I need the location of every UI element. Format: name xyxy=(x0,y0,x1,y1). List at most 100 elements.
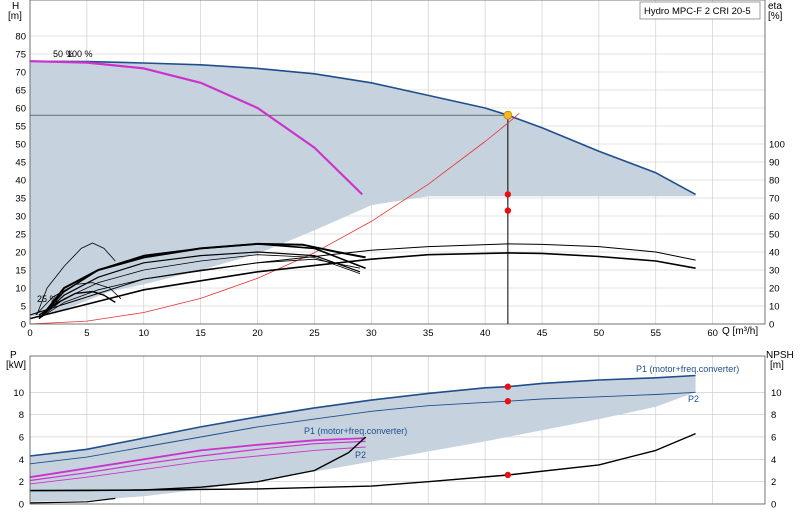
x-tick-label: 5 xyxy=(84,328,89,339)
x-tick-label: 25 xyxy=(309,328,320,339)
speed-label-50: 50 % xyxy=(53,49,74,59)
npsh-axis-unit: [m] xyxy=(770,360,784,371)
h-tick-label: 55 xyxy=(15,122,26,133)
x-tick-label: 30 xyxy=(366,328,377,339)
h-axis-label: H xyxy=(12,1,19,12)
h-tick-label: 10 xyxy=(15,284,26,295)
h-tick-label: 0 xyxy=(21,320,26,331)
eta-tick-label: 20 xyxy=(769,284,780,295)
p-tick-label: 2 xyxy=(19,477,24,488)
top-series-line-1 xyxy=(29,60,363,196)
p1-label: P1 (motor+freq.converter) xyxy=(636,364,739,374)
q-axis-label: Q [m³/h] xyxy=(722,326,758,337)
h-tick-label: 45 xyxy=(15,158,26,169)
eta-point-marker xyxy=(504,191,512,198)
speed-label-100: 100 % xyxy=(67,49,93,59)
duty-point-marker xyxy=(503,110,513,120)
p1-small-label: P1 (motor+freq.converter) xyxy=(304,426,407,436)
head-envelope-area xyxy=(30,61,696,317)
eta-tick-label: 90 xyxy=(769,158,780,169)
bottom-plot-frame xyxy=(29,355,766,505)
bottom-duty-marker xyxy=(504,383,512,390)
top-series-line-10 xyxy=(40,242,366,318)
x-tick-label: 45 xyxy=(537,328,548,339)
p2-small-label: P2 xyxy=(355,450,366,460)
p2-label: P2 xyxy=(688,394,699,404)
x-tick-label: 20 xyxy=(252,328,263,339)
h-tick-label: 80 xyxy=(15,32,26,43)
h-tick-label: 75 xyxy=(15,50,26,61)
eta-tick-label: 50 xyxy=(769,230,780,241)
h-tick-label: 20 xyxy=(15,248,26,259)
p-tick-label: 8 xyxy=(19,410,24,421)
eta-tick-label: 80 xyxy=(769,176,780,187)
bottom-series-line-1 xyxy=(29,391,696,465)
bottom-duty-marker xyxy=(504,471,512,479)
bottom-duty-marker xyxy=(504,398,512,405)
npsh-axis-label: NPSH xyxy=(766,350,794,361)
top-series-line-3 xyxy=(36,242,116,316)
top-series-line-12 xyxy=(29,252,696,320)
h-tick-label: 5 xyxy=(21,302,26,313)
x-tick-label: 50 xyxy=(594,328,605,339)
h-tick-label: 25 xyxy=(15,230,26,241)
x-tick-label: 40 xyxy=(480,328,491,339)
eta-tick-label: 60 xyxy=(769,212,780,223)
npsh-tick-label: 8 xyxy=(771,410,776,421)
speed-label-25: 25 % xyxy=(37,294,58,304)
bottom-series-line-2 xyxy=(29,437,366,479)
eta-point-marker xyxy=(504,207,512,214)
npsh-tick-label: 0 xyxy=(771,500,776,511)
eta-tick-label: 100 xyxy=(769,140,785,151)
top-series-line-11 xyxy=(29,243,696,316)
x-tick-label: 35 xyxy=(423,328,434,339)
h-tick-label: 65 xyxy=(15,86,26,97)
top-series-line-0 xyxy=(29,60,696,196)
top-series-line-4 xyxy=(38,290,116,316)
x-tick-label: 15 xyxy=(195,328,206,339)
h-tick-label: 50 xyxy=(15,140,26,151)
bottom-series-line-7 xyxy=(29,497,116,504)
top-series-line-7 xyxy=(38,251,361,320)
top-series-line-8 xyxy=(38,254,361,319)
h-tick-label: 70 xyxy=(15,68,26,79)
x-tick-label: 10 xyxy=(138,328,149,339)
bottom-series-line-6 xyxy=(29,432,696,492)
eta-tick-label: 0 xyxy=(769,320,774,331)
power-npsh-panel: 0 0 2 2 4 4 6 6 8 8 10 10 xyxy=(13,355,782,511)
h-tick-label: 60 xyxy=(15,104,26,115)
p-axis-unit: [kW] xyxy=(6,360,26,371)
p-axis-label: P xyxy=(10,350,17,361)
h-tick-label: 30 xyxy=(15,212,26,223)
top-series-line-5 xyxy=(35,282,122,316)
title-text: Hydro MPC-F 2 CRI 20-5 xyxy=(644,6,751,17)
top-series-group xyxy=(29,60,696,325)
eta-tick-label: 30 xyxy=(769,266,780,277)
h-axis-unit: [m] xyxy=(8,11,22,22)
bottom-series-line-0 xyxy=(29,374,696,457)
p-tick-label: 10 xyxy=(13,388,24,399)
npsh-tick-label: 4 xyxy=(771,455,776,466)
eta-tick-label: 40 xyxy=(769,248,780,259)
h-tick-label: 40 xyxy=(15,176,26,187)
bottom-series-line-3 xyxy=(29,440,366,482)
eta-axis-unit: [%] xyxy=(768,11,783,22)
eta-axis-label: eta xyxy=(768,1,782,12)
head-efficiency-panel: 0 5 10 15 20 25 30 35 40 45 50 55 60 0 5 10 15 20 25 30 35 40… xyxy=(15,0,785,340)
h-tick-label: 35 xyxy=(15,194,26,205)
x-tick-label: 0 xyxy=(27,328,32,339)
eta-tick-label: 70 xyxy=(769,194,780,205)
x-tick-label: 55 xyxy=(650,328,661,339)
bottom-series-line-4 xyxy=(29,446,366,485)
top-tick-labels: 0 5 10 15 20 25 30 35 40 45 50 55 60 0 5 10 15 20 25 30 35 40… xyxy=(15,32,784,340)
eta-tick-label: 10 xyxy=(769,302,780,313)
top-series-line-2 xyxy=(29,113,520,325)
title-box xyxy=(639,1,761,20)
npsh-tick-label: 6 xyxy=(771,432,776,443)
npsh-tick-label: 10 xyxy=(771,388,782,399)
x-tick-label: 60 xyxy=(707,328,718,339)
p-tick-label: 6 xyxy=(19,432,24,443)
top-plot-frame xyxy=(29,0,766,325)
bottom-tick-labels: 0 0 2 2 4 4 6 6 8 8 10 10 xyxy=(13,388,781,511)
